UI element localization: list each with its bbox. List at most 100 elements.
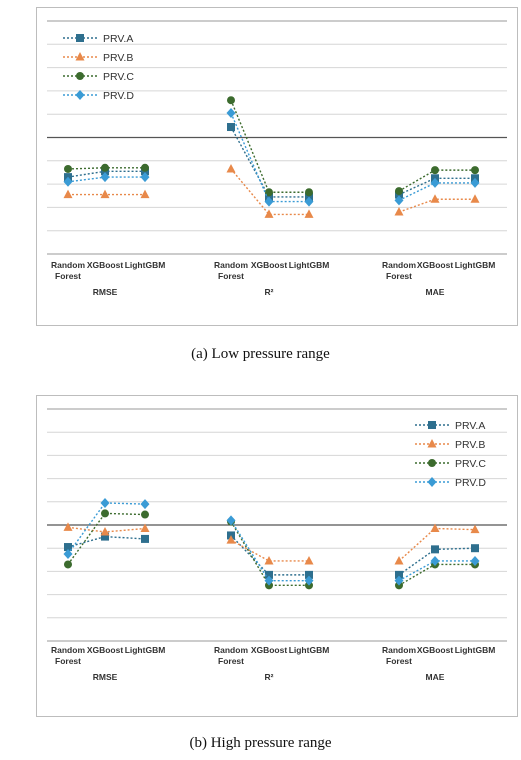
series-line [398, 527, 476, 562]
data-point [140, 499, 150, 510]
data-point [430, 194, 440, 203]
data-point [141, 163, 149, 172]
data-point [470, 524, 480, 534]
data-point [227, 123, 235, 132]
x-tick-label: Forest [55, 656, 81, 666]
group-label: MAE [426, 672, 445, 682]
data-point [63, 522, 73, 531]
x-tick-label: Forest [218, 656, 244, 666]
legend-label: PRV.C [103, 71, 134, 83]
data-point [101, 532, 109, 541]
legend-label: PRV.B [455, 439, 485, 451]
data-point [470, 555, 480, 566]
data-point [141, 534, 149, 543]
series-line [398, 198, 475, 213]
series-line [230, 519, 309, 582]
data-point [63, 176, 73, 187]
data-point [227, 96, 235, 105]
x-tick-label: Random [382, 260, 416, 270]
data-point [471, 166, 479, 175]
data-point [140, 172, 150, 183]
legend-label: PRV.B [103, 52, 133, 64]
x-tick-label: Forest [55, 271, 81, 281]
x-tick-label: Random [214, 260, 248, 270]
data-point [100, 172, 110, 183]
x-tick-label: LightGBM [289, 260, 330, 270]
series-line [398, 177, 475, 196]
data-point [140, 189, 150, 199]
legend-label: PRV.D [455, 477, 486, 489]
legend-marker [428, 421, 436, 429]
data-point [394, 195, 404, 206]
x-tick-label: Forest [386, 271, 412, 281]
series-line [67, 535, 146, 548]
chart-panel-low-pressure: 00.51RandomForestXGBoostLightGBMRMSERand… [36, 7, 518, 326]
x-tick-label: LightGBM [455, 260, 496, 270]
x-tick-label: LightGBM [289, 645, 330, 655]
data-point [265, 570, 273, 579]
data-point [430, 177, 440, 188]
data-point [264, 575, 274, 586]
data-point [264, 196, 274, 207]
data-point [226, 515, 236, 526]
data-point [100, 526, 110, 536]
data-point [226, 163, 236, 173]
x-tick-label: XGBoost [87, 260, 124, 270]
chart-panel-high-pressure: 00.51RandomForestXGBoostLightGBMRMSERand… [36, 395, 518, 717]
data-point [471, 544, 479, 553]
legend-label: PRV.A [455, 420, 485, 432]
data-point [64, 164, 72, 173]
legend-marker [75, 52, 85, 61]
series-line [67, 502, 146, 555]
data-point [470, 194, 480, 203]
series-line [230, 521, 309, 587]
x-tick-label: Forest [386, 656, 412, 666]
legend-label: PRV.A [103, 33, 133, 45]
legend-marker [75, 90, 85, 100]
data-point [305, 570, 313, 579]
x-tick-label: LightGBM [455, 645, 496, 655]
data-point [140, 523, 150, 532]
x-tick-label: LightGBM [125, 260, 166, 270]
data-point [64, 560, 72, 569]
data-point [395, 187, 403, 196]
caption-low-pressure: (a) Low pressure range [191, 346, 330, 362]
data-point [100, 497, 110, 508]
legend-label: PRV.C [455, 458, 486, 470]
data-point [431, 545, 439, 554]
legend-marker [76, 34, 84, 42]
data-point [101, 509, 109, 518]
legend-label: PRV.D [103, 90, 134, 102]
series-line [230, 112, 309, 203]
data-point [226, 535, 236, 544]
caption-high-pressure: (b) High pressure range [189, 735, 332, 751]
data-point [64, 543, 72, 552]
chart-high-pressure: 00.51RandomForestXGBoostLightGBMRMSERand… [47, 408, 507, 682]
x-tick-label: XGBoost [87, 645, 124, 655]
series-line [230, 534, 309, 576]
data-point [304, 196, 314, 207]
group-label: R² [265, 287, 274, 297]
data-point [430, 555, 440, 566]
data-point [394, 555, 404, 565]
series-line [230, 168, 309, 216]
series-line [230, 539, 309, 562]
data-point [470, 177, 480, 188]
data-point [394, 575, 404, 586]
legend-marker [427, 477, 437, 487]
x-tick-label: XGBoost [417, 260, 454, 270]
x-tick-label: XGBoost [417, 645, 454, 655]
data-point [226, 108, 236, 119]
data-point [265, 188, 273, 197]
series-line [230, 99, 309, 193]
group-label: MAE [426, 287, 445, 297]
series-line [67, 512, 146, 565]
chart-low-pressure: 00.51RandomForestXGBoostLightGBMRMSERand… [47, 20, 507, 297]
data-point [304, 209, 314, 218]
legend-marker [428, 459, 436, 467]
x-tick-label: Random [51, 260, 85, 270]
x-tick-label: Forest [218, 271, 244, 281]
data-point [141, 510, 149, 519]
x-tick-label: XGBoost [251, 645, 288, 655]
group-label: RMSE [93, 672, 118, 682]
